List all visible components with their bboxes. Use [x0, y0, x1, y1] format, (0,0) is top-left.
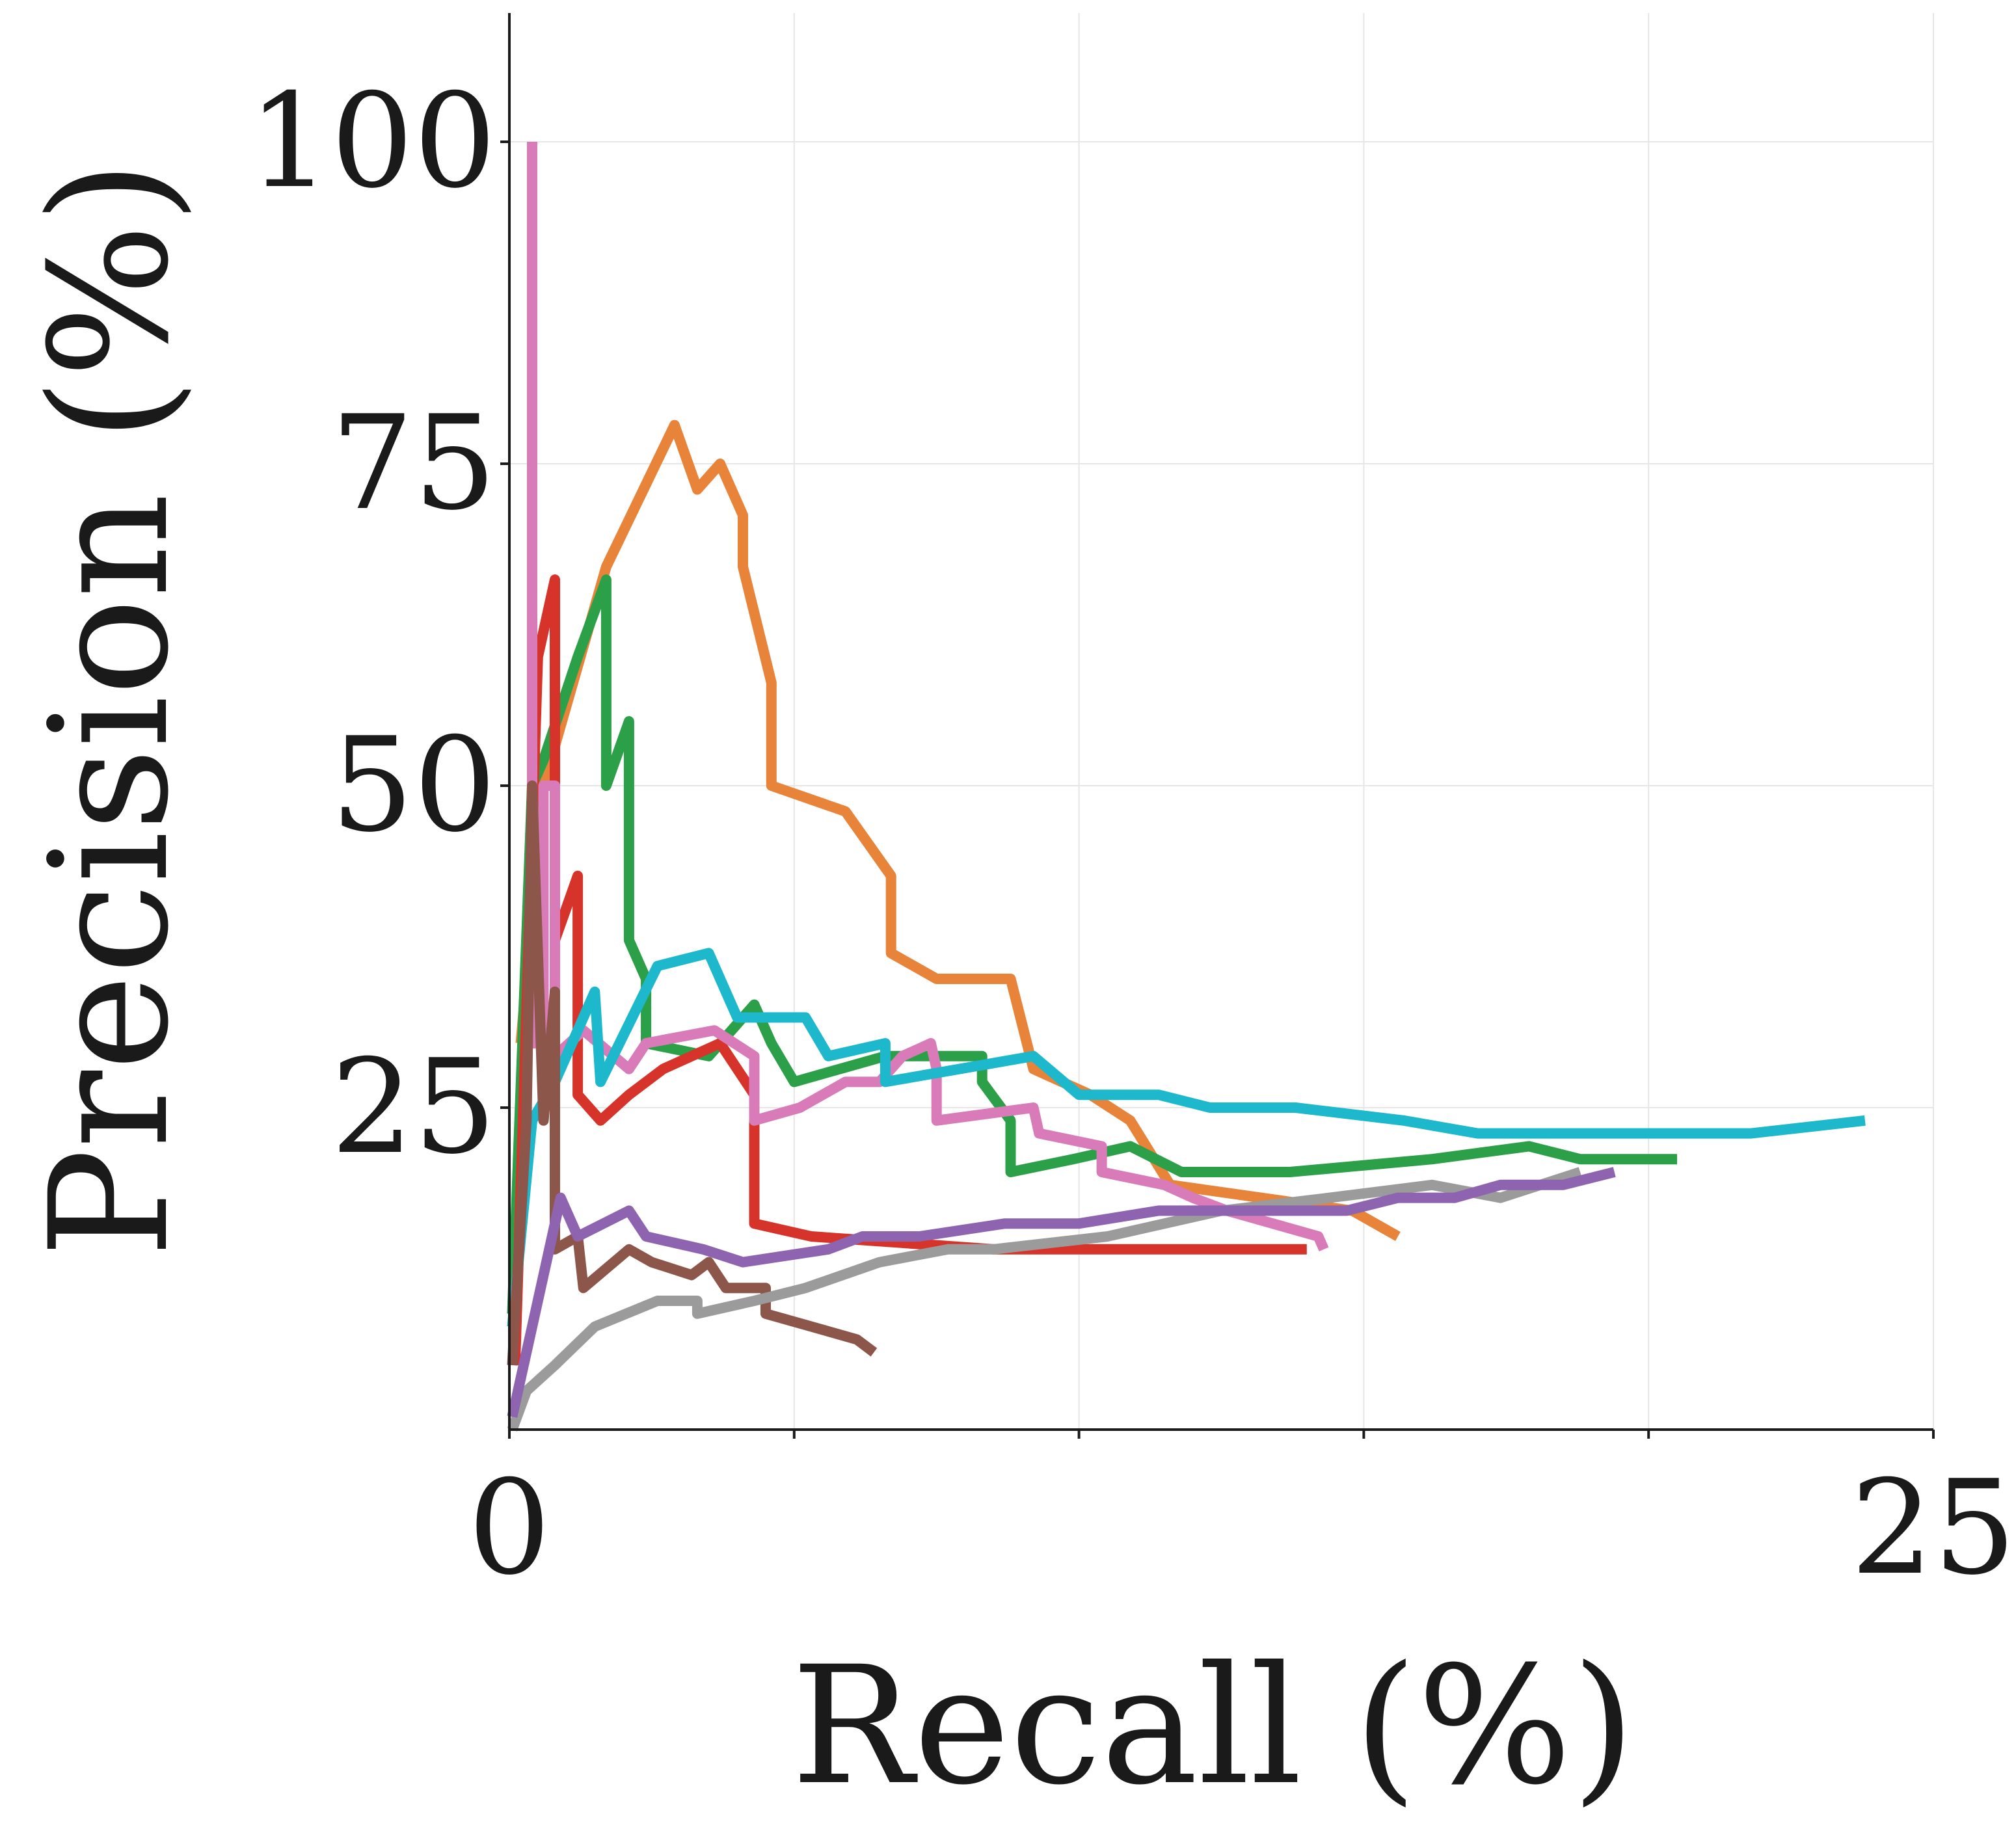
series-line-8	[507, 1167, 1616, 1418]
series-line-6	[507, 780, 878, 1366]
series-line-2	[507, 574, 1677, 1314]
series-line-1	[515, 420, 1401, 1241]
y-tick-label: 25	[331, 1032, 497, 1183]
series-line-5	[507, 948, 1866, 1327]
grid	[509, 13, 1934, 1430]
y-tick-label: 75	[331, 388, 497, 539]
axes	[500, 13, 1935, 1439]
y-tick-label: 100	[248, 66, 496, 217]
y-tick-label: 50	[331, 710, 497, 861]
x-tick-label: 0	[468, 1452, 550, 1604]
y-axis-title: Precision (%)	[15, 160, 204, 1258]
series-lines	[507, 142, 1866, 1432]
tick-labels: 0 25 25 50 75 100	[248, 66, 2016, 1604]
x-axis-title: Recall (%)	[791, 1631, 1635, 1820]
x-tick-label: 25	[1851, 1452, 2016, 1604]
series-line-3	[509, 574, 1307, 1366]
series-line-4	[527, 142, 1329, 1252]
series-line-7	[507, 1167, 1582, 1432]
